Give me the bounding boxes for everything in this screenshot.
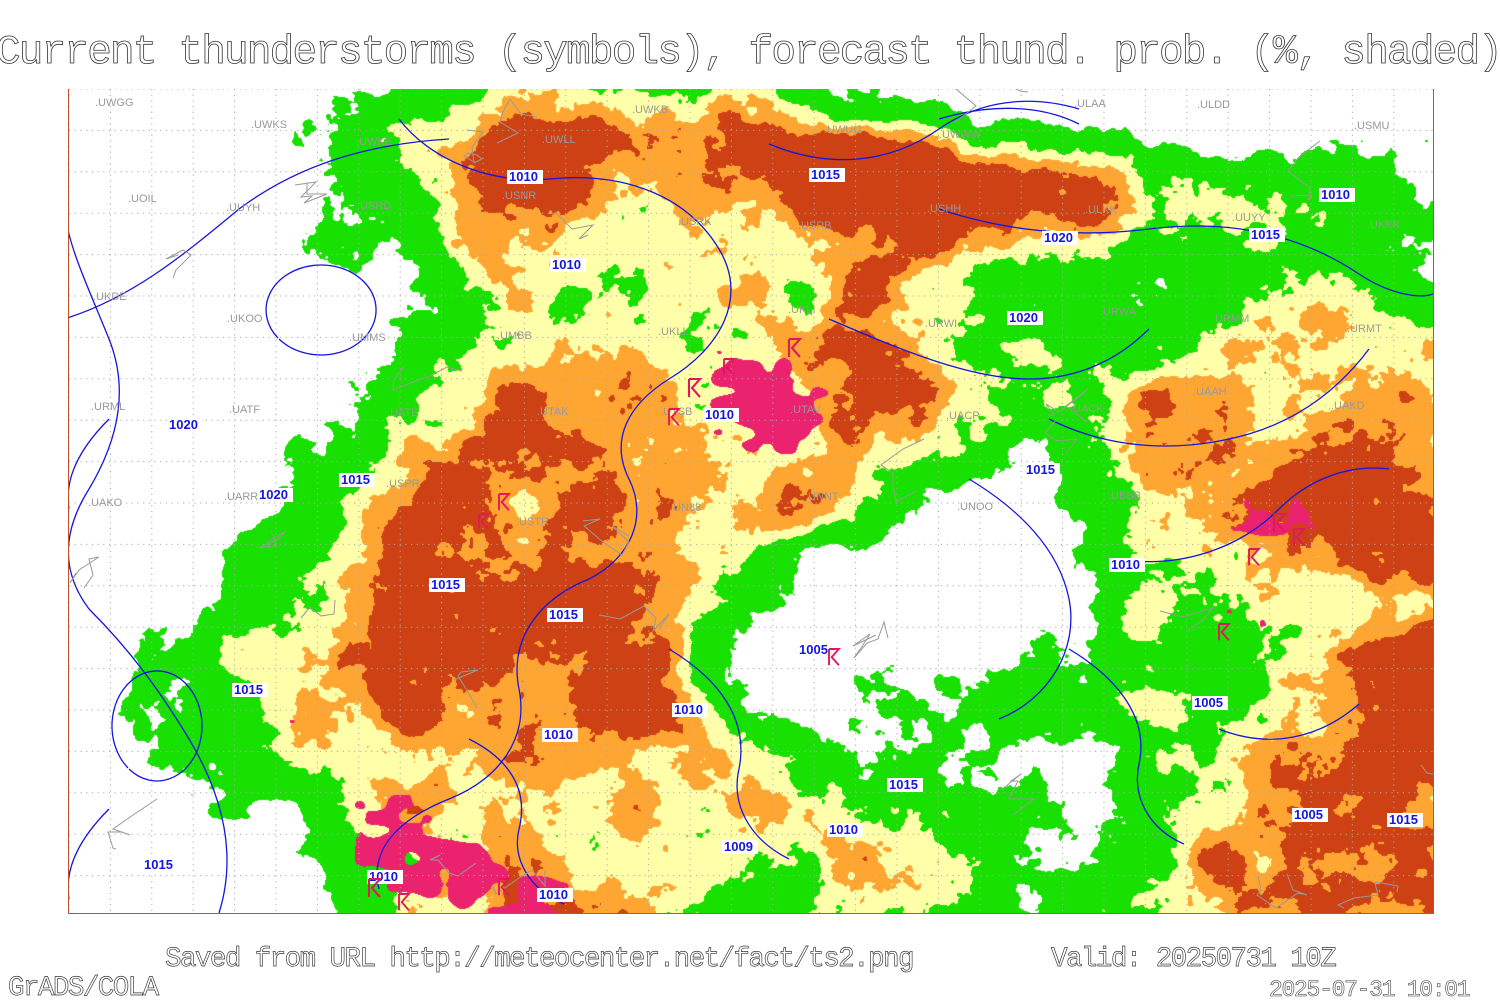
svg-text:.UWWW: .UWWW	[939, 129, 982, 141]
svg-text:.UKLI: .UKLI	[788, 304, 816, 316]
svg-text:1015: 1015	[549, 607, 578, 622]
svg-text:1010: 1010	[552, 257, 581, 272]
svg-text:1010: 1010	[1111, 557, 1140, 572]
svg-text:.UWGG: .UWGG	[95, 97, 134, 109]
svg-text:1015: 1015	[889, 777, 918, 792]
svg-text:.UNOO: .UNOO	[957, 501, 994, 513]
svg-text:.USHH: .USHH	[927, 203, 961, 215]
svg-text:1020: 1020	[1009, 310, 1038, 325]
svg-text:.UWKS: .UWKS	[251, 119, 287, 131]
svg-text:.URWA: .URWA	[1100, 306, 1137, 318]
svg-text:.USNR: .USNR	[502, 190, 536, 202]
svg-text:1010: 1010	[539, 887, 568, 902]
svg-text:.ULAA: .ULAA	[1074, 98, 1106, 110]
svg-text:.UWKE: .UWKE	[356, 136, 392, 148]
svg-text:1015: 1015	[341, 472, 370, 487]
svg-text:1005: 1005	[1194, 695, 1223, 710]
svg-text:1010: 1010	[369, 869, 398, 884]
svg-text:.UKOO: .UKOO	[227, 313, 263, 325]
svg-text:.URWI: .URWI	[925, 318, 957, 330]
svg-text:1010: 1010	[1321, 187, 1350, 202]
svg-text:1010: 1010	[829, 822, 858, 837]
svg-text:1010: 1010	[509, 169, 538, 184]
svg-text:.URML: .URML	[91, 401, 125, 413]
svg-text:.USRB: .USRB	[798, 220, 832, 232]
svg-text:.UBBB: .UBBB	[1108, 490, 1141, 502]
svg-text:.USPR: .USPR	[386, 478, 420, 490]
svg-text:.UTAK: .UTAK	[537, 406, 569, 418]
svg-text:.UUYH: .UUYH	[226, 202, 260, 214]
svg-text:1010: 1010	[674, 702, 703, 717]
svg-text:.ULDD: .ULDD	[1197, 99, 1230, 111]
svg-text:.UKKK: .UKKK	[1367, 219, 1401, 231]
svg-text:1015: 1015	[811, 167, 840, 182]
svg-text:.UARR: .UARR	[224, 491, 258, 503]
svg-text:.UATF: .UATF	[229, 404, 260, 416]
svg-text:1005: 1005	[799, 642, 828, 657]
svg-text:.USMU: .USMU	[1354, 120, 1390, 132]
svg-text:.USTR: .USTR	[516, 516, 549, 528]
svg-text:.UAKO: .UAKO	[88, 497, 123, 509]
svg-text:.UN88: .UN88	[670, 502, 701, 514]
svg-text:.UOIL: .UOIL	[128, 193, 157, 205]
svg-text:.UUYY: .UUYY	[1232, 212, 1266, 224]
svg-text:1005: 1005	[1294, 807, 1323, 822]
svg-text:.UKDE: .UKDE	[93, 291, 127, 303]
svg-text:.UWLL: .UWLL	[542, 134, 576, 146]
svg-text:1015: 1015	[1389, 812, 1418, 827]
svg-text:.UTAV: .UTAV	[790, 404, 821, 416]
svg-text:.URMM: .URMM	[1212, 313, 1249, 325]
svg-text:1015: 1015	[1026, 462, 1055, 477]
svg-text:.UACP: .UACP	[946, 410, 980, 422]
svg-text:.ULKK: .ULKK	[1085, 204, 1117, 216]
svg-text:1010: 1010	[544, 727, 573, 742]
svg-text:.UKLL: .UKLL	[658, 326, 689, 338]
svg-text:.UAAH: .UAAH	[1193, 386, 1227, 398]
svg-text:.UATE: .UATE	[387, 407, 419, 419]
svg-text:.USRK: .USRK	[678, 216, 712, 228]
svg-text:1015: 1015	[234, 682, 263, 697]
svg-text:.UNNT: .UNNT	[805, 491, 839, 503]
svg-text:1020: 1020	[169, 417, 198, 432]
svg-text:.UACK: .UACK	[1070, 403, 1104, 415]
svg-text:1020: 1020	[259, 487, 288, 502]
svg-text:1009: 1009	[724, 839, 753, 854]
svg-text:.USRD: .USRD	[357, 200, 391, 212]
svg-text:.UWKB: .UWKB	[632, 104, 668, 116]
svg-text:1015: 1015	[1251, 227, 1280, 242]
svg-text:.URMT: .URMT	[1347, 323, 1382, 335]
svg-text:.UMBB: .UMBB	[497, 330, 532, 342]
svg-text:.UWUU: .UWUU	[824, 124, 861, 136]
svg-text:1010: 1010	[705, 407, 734, 422]
svg-text:1020: 1020	[1044, 230, 1073, 245]
svg-text:.UAKD: .UAKD	[1331, 400, 1365, 412]
svg-text:1015: 1015	[431, 577, 460, 592]
svg-text:.UMMS: .UMMS	[349, 332, 386, 344]
svg-text:1015: 1015	[144, 857, 173, 872]
